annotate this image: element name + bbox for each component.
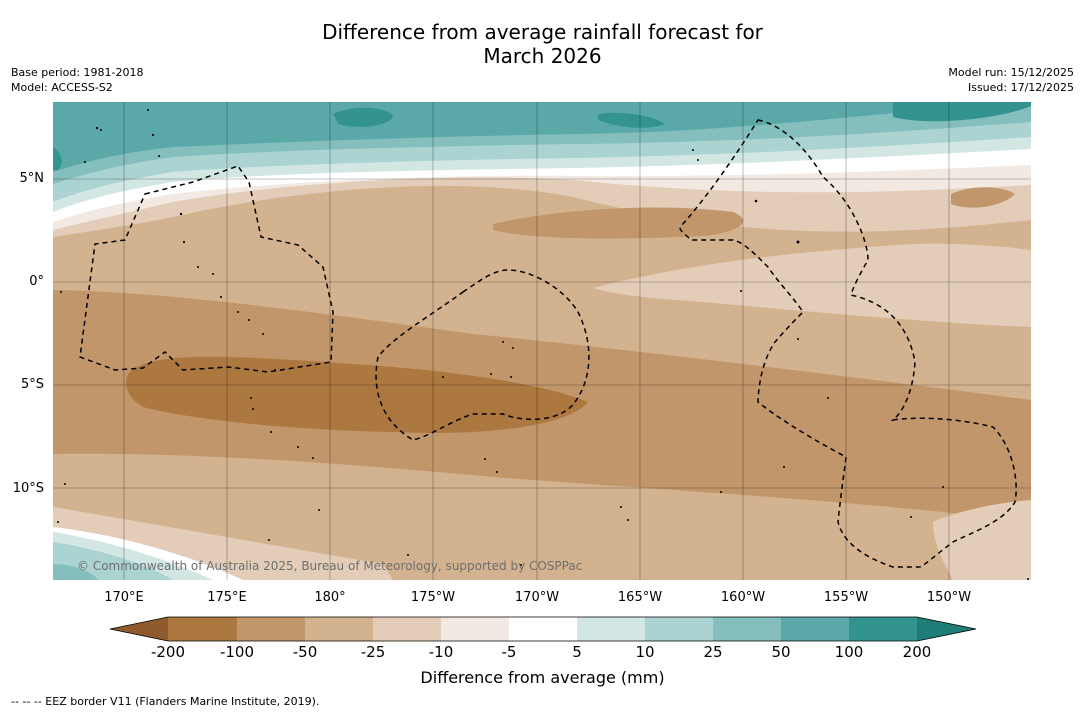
lon-label-155w: 155°W — [823, 590, 869, 605]
colorbar-swatch-10 — [781, 617, 849, 641]
anomaly-patch-plus-100 — [333, 107, 393, 127]
lon-label-170e: 170°E — [104, 590, 144, 605]
meta-right: Model run: 15/12/2025 Issued: 17/12/2025 — [948, 65, 1074, 95]
rainfall-map — [53, 102, 1031, 580]
lat-label-0: 0° — [29, 274, 44, 289]
eez-legend-note: -- -- -- EEZ border V11 (Flanders Marine… — [11, 695, 320, 708]
colorbar-tick: -10 — [428, 643, 454, 661]
lat-label-10s: 10°S — [12, 481, 44, 496]
colorbar-swatch-11 — [849, 617, 917, 641]
colorbar-tick: 50 — [771, 643, 791, 661]
colorbar-tick: 10 — [635, 643, 655, 661]
colorbar-outline — [109, 616, 977, 642]
lon-label-170w: 170°W — [514, 590, 560, 605]
colorbar-arrow-wet — [917, 617, 976, 641]
lon-label-175e: 175°E — [207, 590, 247, 605]
lat-label-5s: 5°S — [20, 377, 44, 392]
colorbar-tick: -50 — [292, 643, 318, 661]
colorbar-tick: -5 — [501, 643, 517, 661]
colorbar-swatch-5 — [441, 617, 509, 641]
colorbar-label: Difference from average (mm) — [420, 668, 665, 687]
issued-date: Issued: 17/12/2025 — [967, 81, 1074, 94]
colorbar-tick: -100 — [219, 643, 255, 661]
lon-label-175w: 175°W — [410, 590, 456, 605]
eez-kiribati-line-islands — [679, 119, 1017, 568]
anomaly-core-minus-100-200 — [126, 356, 588, 433]
copyright-notice: © Commonwealth of Australia 2025, Bureau… — [77, 559, 583, 573]
colorbar — [109, 616, 977, 642]
lat-label-5n: 5°N — [19, 171, 45, 186]
colorbar-swatch-7 — [577, 617, 645, 641]
colorbar-swatch-3 — [305, 617, 373, 641]
lon-label-180: 180° — [314, 590, 346, 605]
island-markers — [57, 109, 1029, 580]
eez-kiribati-phoenix — [375, 269, 590, 441]
lon-label-165w: 165°W — [617, 590, 663, 605]
colorbar-tick: 100 — [834, 643, 864, 661]
model-name: Model: ACCESS-S2 — [11, 81, 113, 94]
lon-label-160w: 160°W — [720, 590, 766, 605]
anomaly-band-minus-10-25-east — [593, 243, 1031, 327]
colorbar-tick: -200 — [150, 643, 186, 661]
colorbar-tick: -25 — [360, 643, 386, 661]
colorbar-tick: 200 — [902, 643, 932, 661]
lon-label-150w: 150°W — [926, 590, 972, 605]
colorbar-tick: 5 — [572, 643, 582, 661]
colorbar-swatch-8 — [645, 617, 713, 641]
colorbar-swatch-1 — [168, 617, 237, 641]
colorbar-swatch-4 — [373, 617, 441, 641]
eez-borders — [79, 119, 1017, 568]
graticule — [53, 102, 1031, 580]
colorbar-swatch-9 — [713, 617, 781, 641]
model-run: Model run: 15/12/2025 — [948, 66, 1074, 79]
meta-left: Base period: 1981-2018 Model: ACCESS-S2 — [11, 65, 143, 95]
colorbar-tick: 25 — [703, 643, 723, 661]
base-period: Base period: 1981-2018 — [11, 66, 144, 79]
eez-kiribati-gilbert — [79, 165, 334, 373]
colorbar-swatch-6 — [509, 617, 577, 641]
map-title: Difference from average rainfall forecas… — [322, 20, 763, 68]
colorbar-arrow-dry — [110, 617, 168, 641]
colorbar-swatch-2 — [237, 617, 305, 641]
